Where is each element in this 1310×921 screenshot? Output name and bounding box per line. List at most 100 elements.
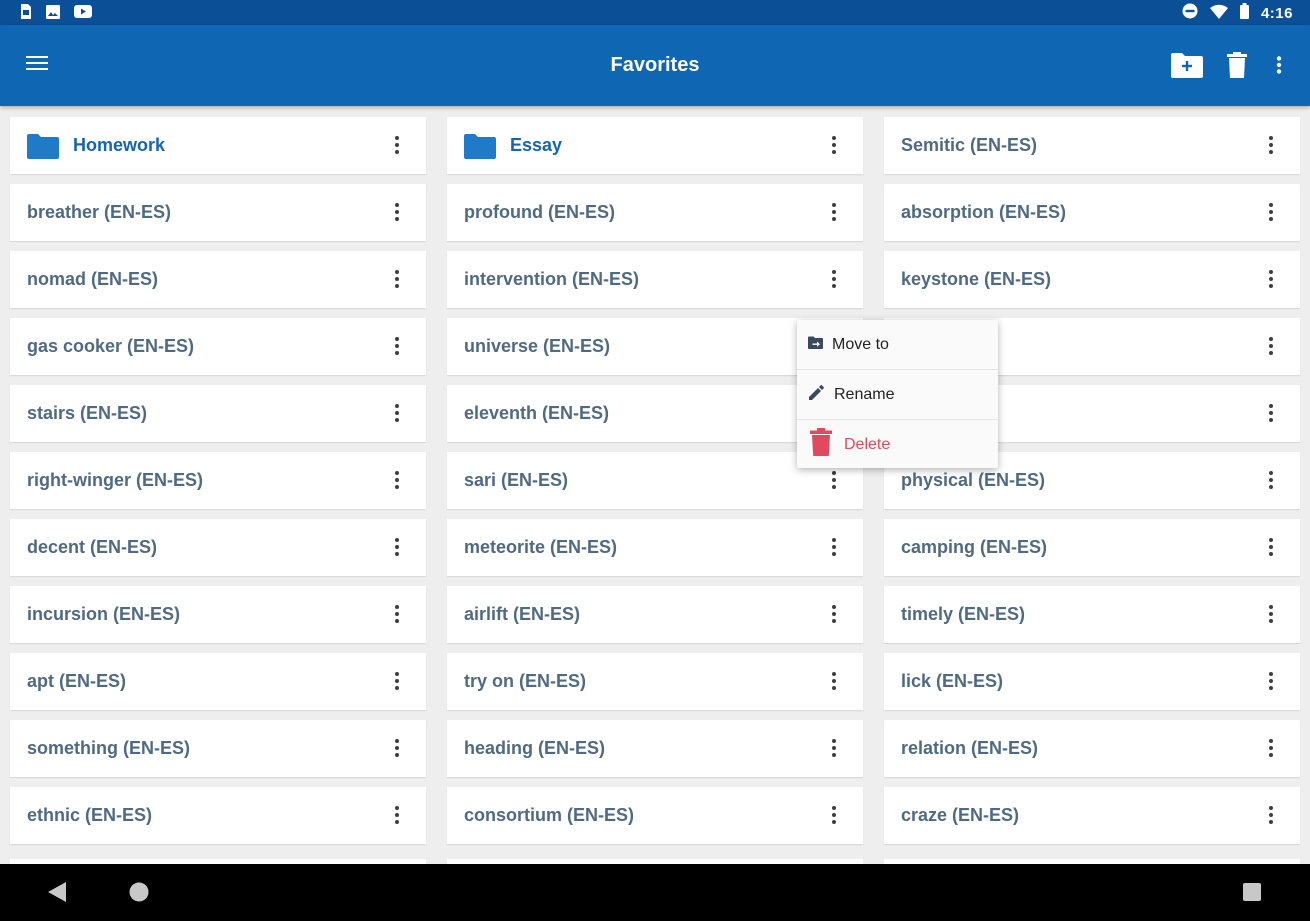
- item-label: sari (EN-ES): [464, 470, 569, 490]
- more-vert-icon[interactable]: [394, 806, 400, 826]
- favorite-word-item[interactable]: profound (EN-ES): [447, 184, 863, 241]
- favorite-word-item[interactable]: stairs (EN-ES): [10, 385, 426, 442]
- favorite-word-item[interactable]: airlift (EN-ES): [447, 586, 863, 643]
- item-label: universe (EN-ES): [464, 336, 611, 356]
- more-vert-icon[interactable]: [1268, 739, 1274, 759]
- favorite-word-item[interactable]: consortium (EN-ES): [447, 787, 863, 844]
- favorite-word-item[interactable]: timely (EN-ES): [884, 586, 1300, 643]
- more-vert-icon[interactable]: [1268, 270, 1274, 290]
- favorite-word-item[interactable]: apt (EN-ES): [10, 653, 426, 710]
- new-folder-icon[interactable]: [1171, 52, 1203, 83]
- image-icon: [46, 4, 60, 24]
- list-item-partial: [447, 859, 863, 865]
- item-label: right-winger (EN-ES): [27, 470, 203, 490]
- favorite-word-item[interactable]: craze (EN-ES): [884, 787, 1300, 844]
- favorite-word-item[interactable]: intervention (EN-ES): [447, 251, 863, 308]
- home-icon[interactable]: [129, 882, 149, 907]
- favorites-grid: Homework Essay Semitic (EN-ES) breather (EN…: [10, 117, 1300, 844]
- favorite-word-item[interactable]: heading (EN-ES): [447, 720, 863, 777]
- do-not-disturb-icon: [1182, 3, 1198, 24]
- more-vert-icon[interactable]: [394, 404, 400, 424]
- battery-icon: [1239, 3, 1249, 24]
- more-vert-icon[interactable]: [831, 672, 837, 692]
- status-bar: 4:16: [0, 0, 1310, 25]
- item-label: ethnic (EN-ES): [27, 805, 153, 825]
- more-vert-icon[interactable]: [1268, 672, 1274, 692]
- back-icon[interactable]: [48, 882, 66, 907]
- move-to-menu-item[interactable]: Move to: [797, 320, 998, 370]
- favorite-word-item[interactable]: camping (EN-ES): [884, 519, 1300, 576]
- item-label: try on (EN-ES): [464, 671, 587, 691]
- favorite-word-item[interactable]: lick (EN-ES): [884, 653, 1300, 710]
- recents-icon[interactable]: [1243, 883, 1261, 906]
- more-vert-icon[interactable]: [831, 203, 837, 223]
- more-vert-icon[interactable]: [1268, 605, 1274, 625]
- favorite-word-item[interactable]: Semitic (EN-ES): [884, 117, 1300, 174]
- favorite-word-item[interactable]: keystone (EN-ES): [884, 251, 1300, 308]
- favorite-word-item[interactable]: decent (EN-ES): [10, 519, 426, 576]
- favorite-word-item[interactable]: eleventh (EN-ES): [447, 385, 863, 442]
- favorite-word-item[interactable]: breather (EN-ES): [10, 184, 426, 241]
- more-vert-icon[interactable]: [831, 136, 837, 156]
- favorite-word-item[interactable]: ethnic (EN-ES): [10, 787, 426, 844]
- more-vert-icon[interactable]: [1268, 404, 1274, 424]
- more-vert-icon[interactable]: [831, 538, 837, 558]
- more-vert-icon[interactable]: [1276, 56, 1282, 79]
- item-label: profound (EN-ES): [464, 202, 615, 222]
- favorite-word-item[interactable]: something (EN-ES): [10, 720, 426, 777]
- more-vert-icon[interactable]: [394, 538, 400, 558]
- more-vert-icon[interactable]: [394, 605, 400, 625]
- favorite-word-item[interactable]: gas cooker (EN-ES): [10, 318, 426, 375]
- rename-menu-item[interactable]: Rename: [797, 370, 998, 420]
- item-label: decent (EN-ES): [27, 537, 158, 557]
- more-vert-icon[interactable]: [394, 337, 400, 357]
- item-label: consortium (EN-ES): [464, 805, 635, 825]
- folder-icon: [27, 133, 59, 159]
- item-label: intervention (EN-ES): [464, 269, 640, 289]
- favorite-word-item[interactable]: incursion (EN-ES): [10, 586, 426, 643]
- more-vert-icon[interactable]: [1268, 806, 1274, 826]
- more-vert-icon[interactable]: [831, 806, 837, 826]
- more-vert-icon[interactable]: [394, 739, 400, 759]
- item-label: incursion (EN-ES): [27, 604, 181, 624]
- delete-menu-item[interactable]: Delete: [797, 420, 998, 469]
- more-vert-icon[interactable]: [831, 270, 837, 290]
- more-vert-icon[interactable]: [394, 270, 400, 290]
- more-vert-icon[interactable]: [1268, 136, 1274, 156]
- more-vert-icon[interactable]: [831, 471, 837, 491]
- app-bar: Favorites: [0, 25, 1310, 106]
- more-vert-icon[interactable]: [394, 471, 400, 491]
- more-vert-icon[interactable]: [1268, 538, 1274, 558]
- favorite-word-item[interactable]: meteorite (EN-ES): [447, 519, 863, 576]
- favorite-word-item[interactable]: nomad (EN-ES): [10, 251, 426, 308]
- menu-icon[interactable]: [26, 56, 48, 74]
- navigation-bar: [0, 864, 1310, 921]
- more-vert-icon[interactable]: [1268, 203, 1274, 223]
- menu-item-label: Delete: [844, 435, 891, 453]
- trash-icon[interactable]: [1227, 52, 1247, 83]
- more-vert-icon[interactable]: [394, 203, 400, 223]
- wifi-icon: [1209, 4, 1228, 24]
- more-vert-icon[interactable]: [1268, 471, 1274, 491]
- item-label: keystone (EN-ES): [901, 269, 1052, 289]
- more-vert-icon[interactable]: [831, 739, 837, 759]
- more-vert-icon[interactable]: [394, 136, 400, 156]
- more-vert-icon[interactable]: [1268, 337, 1274, 357]
- folder-item[interactable]: Essay: [447, 117, 863, 174]
- favorite-word-item[interactable]: relation (EN-ES): [884, 720, 1300, 777]
- clock: 4:16: [1260, 5, 1293, 22]
- item-label: nomad (EN-ES): [27, 269, 159, 289]
- sim-card-icon: [20, 4, 32, 24]
- folder-item[interactable]: Homework: [10, 117, 426, 174]
- youtube-icon: [74, 5, 92, 23]
- favorite-word-item[interactable]: universe (EN-ES): [447, 318, 863, 375]
- item-label: timely (EN-ES): [901, 604, 1026, 624]
- favorite-word-item[interactable]: absorption (EN-ES): [884, 184, 1300, 241]
- favorite-word-item[interactable]: try on (EN-ES): [447, 653, 863, 710]
- menu-item-label: Move to: [832, 335, 889, 353]
- favorite-word-item[interactable]: right-winger (EN-ES): [10, 452, 426, 509]
- item-label: airlift (EN-ES): [464, 604, 581, 624]
- more-vert-icon[interactable]: [394, 672, 400, 692]
- more-vert-icon[interactable]: [831, 605, 837, 625]
- favorite-word-item[interactable]: sari (EN-ES): [447, 452, 863, 509]
